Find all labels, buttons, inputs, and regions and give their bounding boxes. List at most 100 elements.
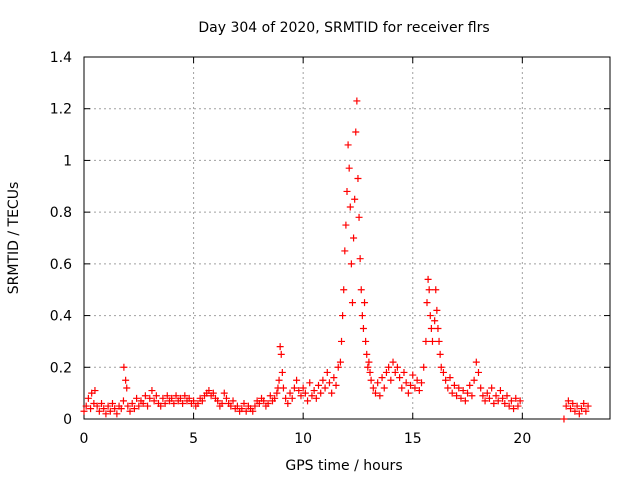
data-point [273, 389, 281, 397]
data-point [490, 399, 498, 407]
x-axis-label: GPS time / hours [285, 458, 402, 474]
data-point [159, 394, 167, 402]
data-point [251, 402, 259, 410]
data-point [505, 402, 513, 410]
data-point [461, 397, 469, 405]
data-point [339, 312, 347, 320]
data-point [344, 141, 352, 149]
x-tick-label: 20 [513, 431, 531, 447]
data-point [446, 374, 454, 382]
data-point [148, 387, 156, 395]
data-point [425, 286, 433, 294]
data-point [325, 379, 333, 387]
data-point [387, 376, 395, 384]
data-point [170, 399, 178, 407]
data-point [475, 368, 482, 376]
data-point [124, 402, 132, 410]
data-point [389, 358, 397, 366]
data-point [93, 402, 101, 410]
y-axis-label: SRMTID / TECUs [6, 182, 22, 295]
data-point [179, 399, 187, 407]
data-point [402, 379, 410, 387]
data-point [301, 389, 309, 397]
data-point [362, 337, 370, 345]
data-point [365, 358, 373, 366]
data-point [152, 392, 160, 400]
data-point [299, 384, 307, 392]
grid-lines [84, 57, 610, 419]
data-point [334, 363, 342, 371]
data-point [135, 402, 143, 410]
data-point [168, 394, 176, 402]
data-point [111, 405, 119, 413]
data-point [516, 397, 524, 405]
data-point [468, 392, 476, 400]
data-point [494, 397, 502, 405]
y-tick-label: 0.8 [50, 205, 72, 221]
data-point [91, 387, 99, 395]
data-point [336, 358, 344, 366]
data-point [353, 97, 361, 105]
data-point [499, 394, 507, 402]
data-point [361, 299, 369, 307]
data-point [422, 337, 430, 345]
data-point [385, 363, 393, 371]
data-point [139, 399, 147, 407]
data-point [123, 384, 131, 392]
data-point [255, 399, 263, 407]
data-point [304, 397, 312, 405]
data-point [483, 389, 491, 397]
data-point [512, 394, 520, 402]
data-point [350, 234, 358, 242]
data-point [448, 389, 456, 397]
data-point [120, 363, 128, 371]
data-point [146, 394, 154, 402]
data-point [457, 394, 465, 402]
data-point [288, 394, 296, 402]
data-point [260, 397, 268, 405]
chart-title: Day 304 of 2020, SRMTID for receiver flr… [198, 20, 489, 36]
data-point [575, 410, 583, 418]
data-point [198, 397, 206, 405]
data-point [479, 392, 487, 400]
data-point [437, 363, 445, 371]
data-point [323, 368, 331, 376]
data-point [423, 299, 431, 307]
data-point [80, 407, 88, 415]
y-tick-label: 0.2 [50, 360, 72, 376]
data-point [242, 407, 250, 415]
data-point [411, 384, 419, 392]
data-point [431, 317, 439, 325]
data-point [315, 381, 323, 389]
data-point [404, 389, 412, 397]
data-point [279, 384, 287, 392]
data-point [428, 337, 436, 345]
x-tick-label: 5 [189, 431, 198, 447]
data-point [233, 402, 241, 410]
data-point [128, 399, 136, 407]
data-point [359, 325, 367, 332]
data-point [176, 394, 184, 402]
data-point [477, 384, 485, 392]
data-point [427, 325, 435, 332]
data-point [286, 389, 294, 397]
data-point [185, 394, 193, 402]
data-point [573, 402, 581, 410]
data-point [163, 392, 171, 400]
data-point [310, 387, 318, 395]
data-point [407, 381, 415, 389]
data-point [367, 376, 375, 384]
data-point [100, 405, 108, 413]
data-point [378, 374, 386, 382]
data-point [442, 376, 450, 384]
y-tick-label: 0.4 [50, 309, 72, 325]
data-point [459, 387, 467, 395]
data-point [249, 407, 257, 415]
y-tick-label: 1 [63, 153, 72, 169]
data-point [355, 213, 363, 221]
data-point [144, 402, 152, 410]
x-tick-label: 15 [404, 431, 422, 447]
data-point [119, 397, 127, 405]
data-point [205, 387, 213, 395]
